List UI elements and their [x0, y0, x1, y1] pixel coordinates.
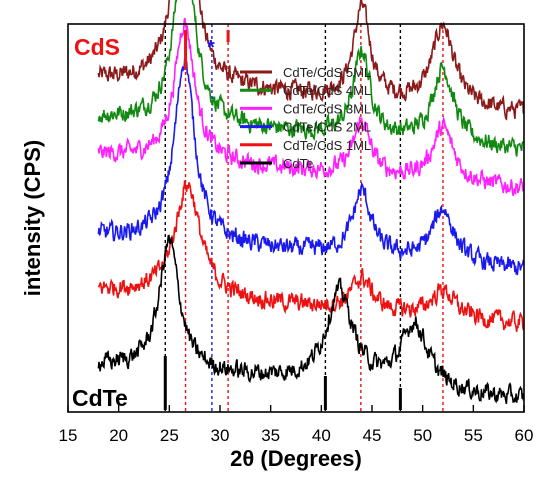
legend-label-3: CdTe/CdS 2ML — [283, 120, 371, 135]
asterisk-annotation: * — [207, 37, 215, 59]
reference-bars — [163, 30, 402, 410]
x-tick-label-2: 25 — [160, 426, 179, 445]
legend-label-1: CdTe/CdS 4ML — [283, 83, 371, 98]
series-layer — [97, 0, 525, 404]
legend-label-5: CdTe — [283, 156, 313, 171]
x-tick-label-4: 35 — [261, 426, 280, 445]
x-axis-ticks: 15 20 25 30 35 40 45 50 55 60 — [59, 405, 534, 445]
x-tick-label-1: 20 — [109, 426, 128, 445]
legend-label-4: CdTe/CdS 1ML — [283, 138, 371, 153]
series-line-2 — [97, 17, 525, 196]
plot-frame — [67, 23, 525, 413]
cdte-reference-label: CdTe — [72, 385, 128, 411]
legend-label-2: CdTe/CdS 3ML — [283, 101, 371, 116]
series-line-1 — [97, 0, 525, 157]
x-axis-title: 2θ (Degrees) — [230, 446, 362, 471]
x-tick-label-7: 50 — [413, 426, 432, 445]
x-tick-label-0: 15 — [59, 426, 78, 445]
y-axis-title: intensity (CPS) — [20, 140, 45, 296]
reference-lines — [164, 24, 444, 412]
series-line-5 — [97, 234, 525, 404]
series-line-3 — [97, 58, 525, 276]
x-tick-label-5: 40 — [312, 426, 331, 445]
series-line-0 — [97, 0, 525, 121]
series-line-4 — [97, 180, 525, 332]
legend: CdTe/CdS 5ML CdTe/CdS 4ML CdTe/CdS 3ML CdTe… — [240, 65, 371, 171]
x-tick-label-9: 60 — [515, 426, 534, 445]
legend-label-0: CdTe/CdS 5ML — [283, 65, 371, 80]
cds-reference-label: CdS — [74, 34, 120, 60]
x-tick-label-6: 45 — [363, 426, 382, 445]
x-tick-label-3: 30 — [211, 426, 230, 445]
x-tick-label-8: 55 — [464, 426, 483, 445]
